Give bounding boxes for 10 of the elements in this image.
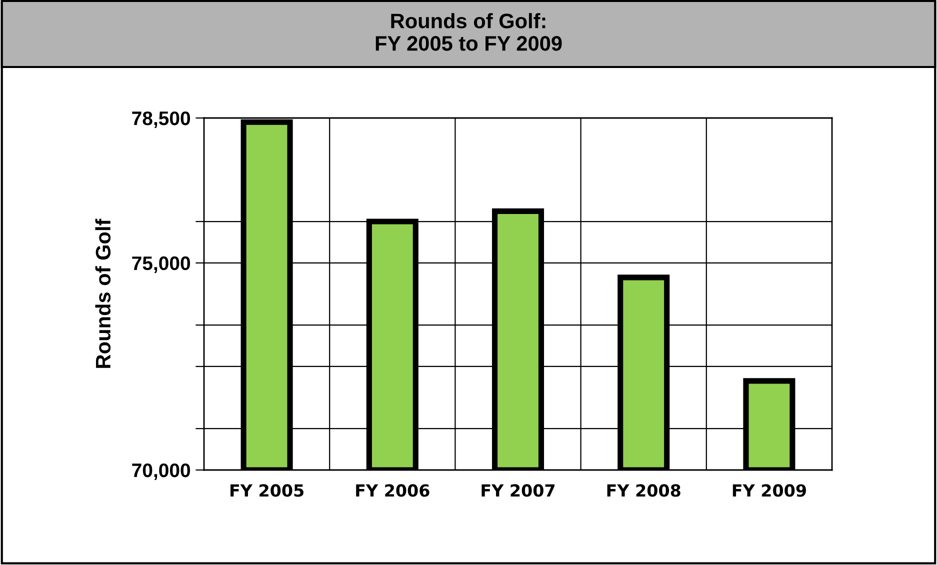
y-tick-label: 78,500 bbox=[132, 111, 190, 128]
x-tick-label: FY 2008 bbox=[607, 484, 680, 497]
x-tick-label: FY 2005 bbox=[230, 484, 304, 497]
x-tick-label: FY 2007 bbox=[482, 484, 554, 497]
y-axis-title: Rounds of Golf bbox=[95, 218, 111, 368]
y-tick-label: 70,000 bbox=[132, 463, 190, 480]
x-tick-label: FY 2009 bbox=[732, 484, 806, 497]
y-tick-label: 75,000 bbox=[132, 256, 190, 273]
x-tick-label: FY 2006 bbox=[356, 484, 430, 497]
chart-title: Rounds of Golf: FY 2005 to FY 2009 bbox=[376, 13, 562, 51]
